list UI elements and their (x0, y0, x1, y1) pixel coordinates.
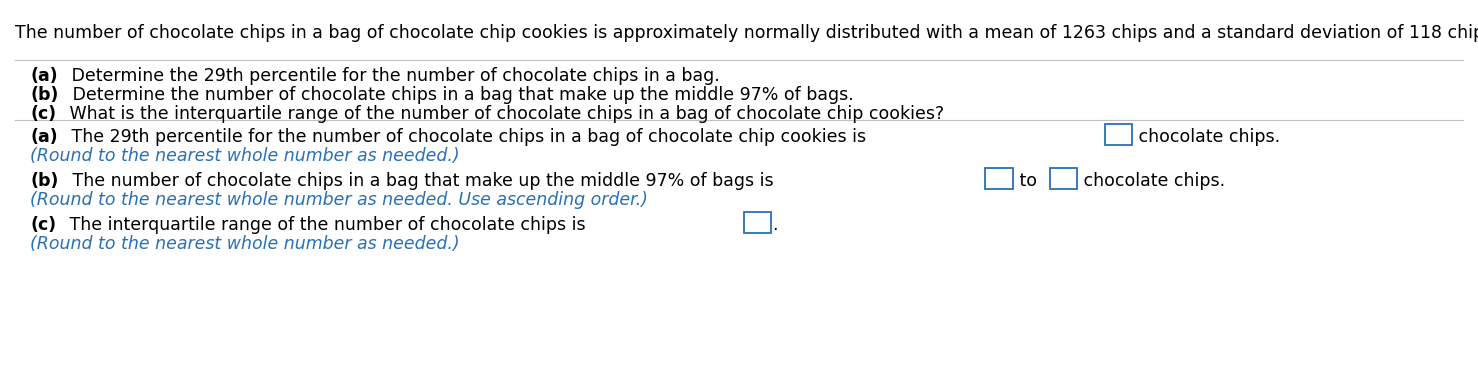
Text: The interquartile range of the number of chocolate chips is: The interquartile range of the number of… (64, 216, 591, 234)
Text: to: to (1014, 172, 1042, 190)
Bar (743, 212, 772, 233)
Text: (c): (c) (30, 105, 56, 123)
Bar (986, 168, 1012, 189)
Text: Determine the 29th percentile for the number of chocolate chips in a bag.: Determine the 29th percentile for the nu… (65, 67, 720, 85)
Text: chocolate chips.: chocolate chips. (1134, 128, 1280, 146)
Text: The 29th percentile for the number of chocolate chips in a bag of chocolate chip: The 29th percentile for the number of ch… (65, 128, 871, 146)
Text: chocolate chips.: chocolate chips. (1079, 172, 1225, 190)
Text: (a): (a) (30, 67, 58, 85)
Text: What is the interquartile range of the number of chocolate chips in a bag of cho: What is the interquartile range of the n… (64, 105, 944, 123)
Text: The number of chocolate chips in a bag of chocolate chip cookies is approximatel: The number of chocolate chips in a bag o… (15, 24, 1478, 42)
Text: (a): (a) (30, 128, 58, 146)
Text: .: . (772, 216, 777, 234)
Text: Determine the number of chocolate chips in a bag that make up the middle 97% of : Determine the number of chocolate chips … (67, 86, 853, 104)
Text: (Round to the nearest whole number as needed.): (Round to the nearest whole number as ne… (30, 235, 460, 253)
Text: (b): (b) (30, 172, 58, 190)
Text: (b): (b) (30, 86, 58, 104)
Bar (1106, 124, 1132, 145)
Text: (Round to the nearest whole number as needed. Use ascending order.): (Round to the nearest whole number as ne… (30, 191, 647, 209)
Bar (1051, 168, 1077, 189)
Text: The number of chocolate chips in a bag that make up the middle 97% of bags is: The number of chocolate chips in a bag t… (67, 172, 779, 190)
Text: (Round to the nearest whole number as needed.): (Round to the nearest whole number as ne… (30, 147, 460, 165)
Text: (c): (c) (30, 216, 56, 234)
